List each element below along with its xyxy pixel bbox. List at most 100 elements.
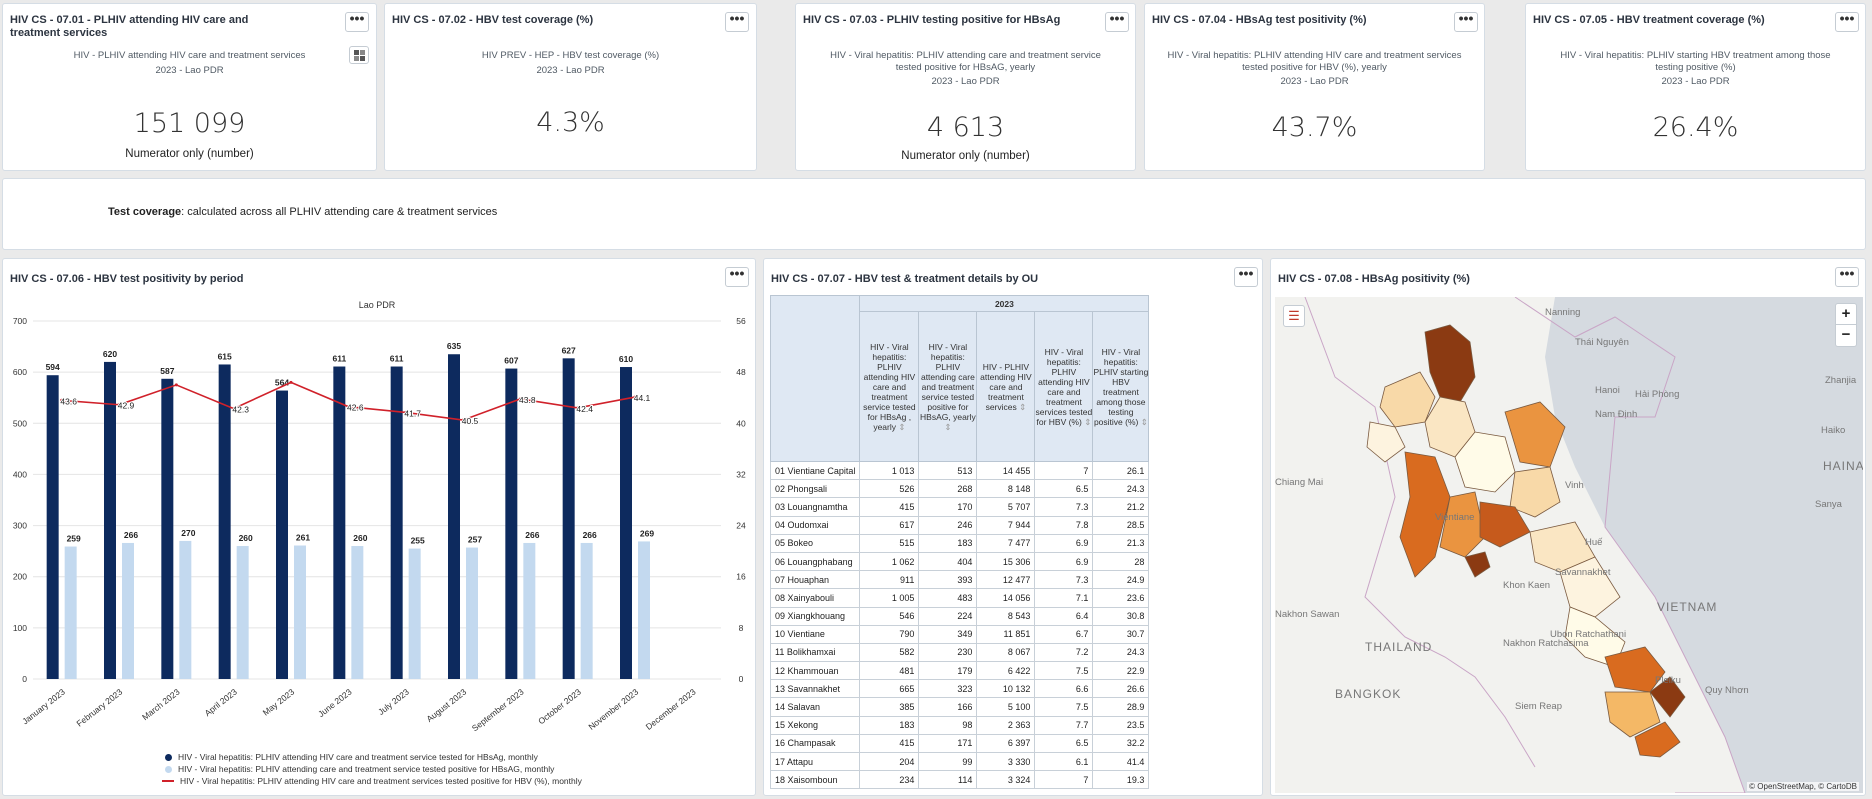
table-row: 12 Khammouan 481 179 6 422 7.5 22.9 [769,661,1150,681]
bar-positive [351,546,364,679]
line-data-label: 43.8 [519,395,536,405]
value-cell: 6 422 [976,661,1036,681]
map-attribution: © OpenStreetMap, © CartoDB [1747,782,1859,791]
value-cell: 28 [1092,551,1150,572]
map-card: HIV CS - 07.08 - HBsAg positivity (%) ••… [1270,258,1866,796]
zoom-out-button[interactable]: − [1835,325,1857,347]
map-legend-toggle[interactable]: ☰ [1283,305,1305,327]
column-header[interactable]: HIV - Viral hepatitis: PLHIV attending H… [1034,311,1094,462]
value-cell: 415 [859,497,920,517]
table-row: 10 Vientiane 790 349 11 851 6.7 30.7 [769,624,1150,644]
legend-item-tested[interactable]: HIV - Viral hepatitis: PLHIV attending H… [165,752,538,762]
value-cell: 6.6 [1034,679,1094,699]
ou-table: 2023 HIV - Viral hepatitis: PLHIV attend… [769,295,1150,790]
ou-name-cell: 01 Vientiane Capital [769,460,861,481]
value-cell: 7.8 [1034,515,1094,535]
map-place-label: HAINAN [1823,459,1863,473]
map-canvas[interactable]: Nanning Thái Nguyên Hanoi Hải Phòng Nam Định… [1275,297,1863,793]
province-vientiane [1439,491,1486,558]
y-tick-label: 600 [13,367,27,377]
kpi-menu-button[interactable]: ••• [345,11,369,32]
bar-tested [390,366,403,679]
bar-tested [505,368,518,679]
ou-name-cell: 10 Vientiane [769,624,861,644]
value-cell: 32.2 [1092,733,1150,754]
table-title: HIV CS - 07.07 - HBV test & treatment de… [771,273,1039,285]
province-xekong [1649,676,1686,718]
kpi-menu-button[interactable]: ••• [725,11,749,32]
value-cell: 5 707 [976,497,1036,517]
column-header[interactable]: HIV - PLHIV attending HIV care and treat… [976,311,1036,462]
value-cell: 3 324 [976,770,1036,790]
line-data-label: 40.5 [462,416,479,426]
kpi-period: 2023 - Lao PDR [155,65,224,76]
kpi-menu-button[interactable]: ••• [1835,11,1859,32]
chart-menu-button[interactable]: ••• [725,266,749,287]
kpi-subtitle: HIV PREV - HEP - HBV test coverage (%) [481,50,660,61]
province-attapu [1634,721,1681,758]
data-label: 587 [160,366,174,376]
value-cell: 21.3 [1092,533,1150,553]
map-place-label: Hải Phòng [1635,389,1680,400]
table-menu-button[interactable]: ••• [1234,266,1258,287]
map-place-label: Huế [1585,537,1603,548]
table-row: 13 Savannakhet 665 323 10 132 6.6 26.6 [769,679,1150,699]
kpi-menu-button[interactable]: ••• [1105,11,1129,32]
line-point [633,395,637,399]
map-place-label: Chiang Mai [1275,477,1324,488]
kpi-value: 4 613 [926,112,1005,143]
value-cell: 11 851 [976,624,1036,644]
table-row: 08 Xainyabouli 1 005 483 14 056 7.1 23.6 [769,588,1150,608]
column-header[interactable]: HIV - Viral hepatitis: PLHIV starting HB… [1092,311,1150,462]
value-cell: 513 [918,460,978,481]
note-card: Test coverage: calculated across all PLH… [2,178,1866,250]
data-label: 620 [103,349,117,359]
map-place-label: Nakhon Ratchasima [1503,638,1589,649]
map-place-label: THAILAND [1365,640,1433,654]
value-cell: 24.3 [1092,479,1150,499]
table-row: 16 Champasak 415 171 6 397 6.5 32.2 [769,733,1150,754]
map-menu-button[interactable]: ••• [1835,266,1859,287]
bar-positive [638,541,650,679]
value-cell: 23.5 [1092,715,1150,735]
data-label: 610 [619,354,633,364]
kpi-period: 2023 - Lao PDR [536,65,605,76]
value-cell: 415 [859,733,920,754]
kpi-menu-button[interactable]: ••• [1454,11,1478,32]
province-xainyabouli [1399,451,1451,578]
ou-name-cell: 05 Bokeo [769,533,861,553]
line-data-label: 43.6 [60,396,77,406]
map-place-label: Sanya [1815,499,1842,510]
y2-tick-label: 48 [736,367,746,377]
legend-item-positive[interactable]: HIV - Viral hepatitis: PLHIV attending c… [165,764,554,774]
table-row: 07 Houaphan 911 393 12 477 7.3 24.9 [769,570,1150,590]
kpi-subtitle: HIV - PLHIV attending HIV care and treat… [73,50,306,61]
value-cell: 183 [918,533,978,553]
value-cell: 224 [918,606,978,626]
table-row: 02 Phongsali 526 268 8 148 6.5 24.3 [769,479,1150,499]
bar-tested [46,375,59,679]
ou-name-cell: 02 Phongsali [769,479,861,499]
column-header[interactable]: HIV - Viral hepatitis: PLHIV attending c… [918,311,978,462]
value-cell: 230 [918,642,978,663]
column-header[interactable]: HIV - Viral hepatitis: PLHIV attending H… [859,311,920,462]
value-cell: 7 [1034,460,1094,481]
value-cell: 7 [1034,770,1094,790]
line-point [461,418,465,422]
bar-tested [104,361,116,679]
value-cell: 393 [918,570,978,590]
note-text: Test coverage: calculated across all PLH… [108,206,497,218]
value-cell: 14 455 [976,460,1036,481]
value-cell: 15 306 [976,551,1036,572]
value-cell: 2 363 [976,715,1036,735]
kpi-subtitle: HIV - Viral hepatitis: PLHIV starting HB… [1560,50,1831,73]
zoom-in-button[interactable]: + [1835,303,1857,325]
country-border [1304,297,1536,768]
year-header: 2023 [859,295,1150,312]
kpi-value: 43.7% [1271,112,1358,143]
value-cell: 10 132 [976,679,1036,699]
value-cell: 1 062 [859,551,920,572]
legend-item-positivity[interactable]: HIV - Viral hepatitis: PLHIV attending H… [162,776,582,786]
kpi-card-3: HIV CS - 07.03 - PLHIV testing positive … [795,3,1136,171]
grid-view-icon[interactable] [349,46,369,64]
